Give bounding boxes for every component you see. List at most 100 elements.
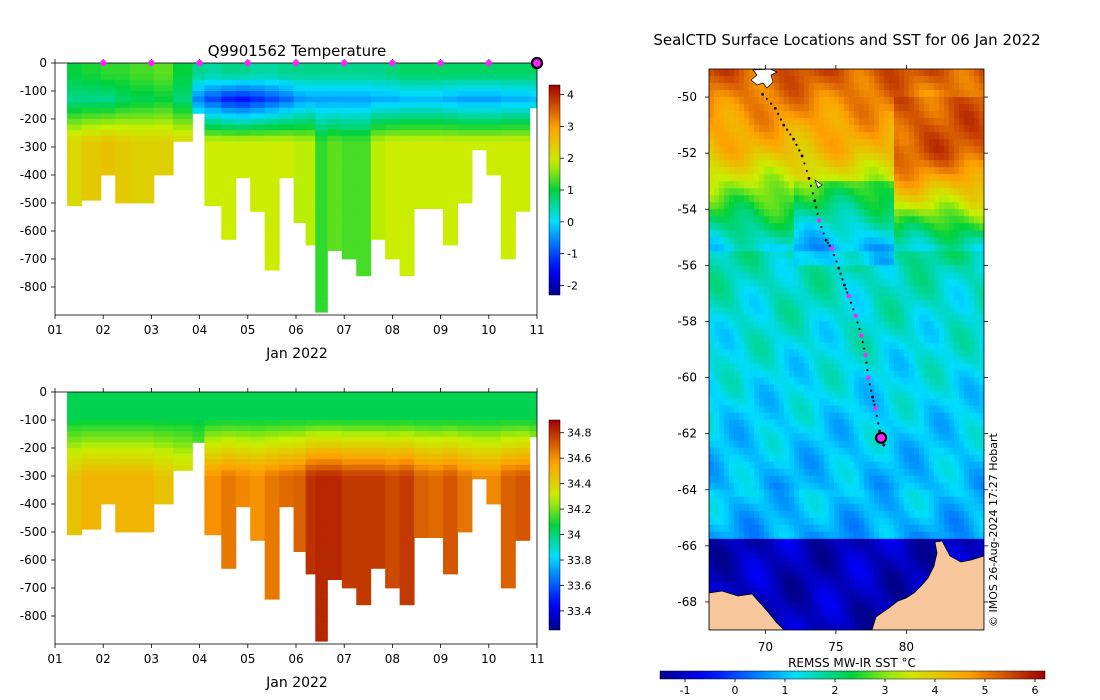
sst-cell [939, 195, 945, 203]
sst-cell [904, 328, 910, 336]
sst-cell [834, 307, 840, 315]
sst-cell [774, 454, 780, 463]
salinity-cell [500, 548, 516, 555]
sst-cell [964, 209, 970, 217]
sst-cell [739, 174, 745, 182]
sst-cell [944, 244, 950, 252]
sst-cell [804, 370, 810, 378]
sst-cell [884, 272, 890, 280]
salinity-cell [264, 425, 280, 432]
temperature-cell [221, 68, 237, 75]
sst-cell [784, 118, 790, 126]
sst-cell [894, 286, 900, 294]
sst-cell [759, 216, 765, 224]
sst-cell [834, 433, 840, 442]
sst-cell [784, 356, 790, 364]
salinity-cell [443, 481, 458, 488]
salinity-cell [341, 476, 357, 482]
sst-cell [874, 244, 880, 252]
temperature-cell [305, 119, 316, 125]
sst-cell [854, 300, 860, 308]
sst-cell [714, 370, 720, 378]
sst-cell [779, 314, 785, 322]
sst-cell [954, 328, 960, 336]
sst-cell [969, 272, 975, 280]
sst-cell [754, 209, 760, 217]
sst-cell [774, 139, 780, 147]
sst-cell [979, 90, 984, 98]
sst-cell [859, 419, 865, 428]
sst-cell [839, 461, 845, 470]
salinity-cell [305, 515, 316, 522]
salinity-cell [81, 520, 102, 527]
sst-cell [954, 111, 960, 119]
salinity-cell [428, 515, 444, 522]
sst-cell [959, 454, 965, 463]
salinity-cell [356, 425, 372, 432]
sst-cell [929, 370, 935, 378]
sst-cell [739, 412, 745, 421]
sst-cell [744, 251, 750, 259]
salinity-cell [385, 408, 401, 415]
sst-cell [784, 314, 790, 322]
temperature-cell [153, 130, 174, 137]
temperature-cell [264, 68, 280, 75]
salinity-cell [81, 403, 102, 410]
temperature-cell [341, 186, 357, 193]
sst-cell [844, 342, 850, 350]
sst-cell [919, 132, 925, 140]
temperature-cell [235, 107, 251, 114]
sst-cell [879, 97, 885, 105]
sst-cell [874, 97, 880, 105]
sst-cell [759, 83, 765, 91]
salinity-cell [67, 392, 83, 398]
sst-cell [754, 356, 760, 364]
temperature-cell [471, 63, 487, 69]
sst-cell [954, 426, 960, 435]
sst-cell [719, 447, 725, 456]
sst-cell [944, 167, 950, 175]
sst-cell [844, 195, 850, 203]
salinity-cell [385, 392, 401, 398]
sst-cell [814, 97, 820, 105]
sst-cell [834, 398, 840, 406]
temperature-cell [356, 270, 372, 277]
sst-cell [749, 412, 755, 421]
temperature-cell [293, 119, 307, 125]
sst-cell [959, 223, 965, 231]
temperature-cell [192, 79, 205, 86]
salinity-cell [471, 425, 487, 432]
temperature-cell [500, 102, 516, 109]
sst-cell [834, 223, 840, 231]
sst-cell [729, 314, 735, 322]
sst-cell [889, 349, 895, 357]
salinity-cell [115, 476, 131, 482]
temperature-cell [221, 96, 237, 103]
sst-cell [744, 349, 750, 357]
salinity-cell [500, 397, 516, 404]
sst-cell [919, 146, 925, 154]
sst-cell [789, 104, 795, 112]
sst-cell [849, 391, 855, 399]
sst-cell [954, 398, 960, 406]
temperature-cell [204, 63, 222, 69]
sst-cell [859, 370, 865, 378]
sst-cell [729, 426, 735, 435]
sst-cell [769, 181, 775, 189]
sst-cell [909, 209, 915, 217]
sst-cell [734, 363, 740, 371]
salinity-xlabel: Jan 2022 [265, 675, 328, 691]
sst-cell [904, 97, 910, 105]
salinity-cell [443, 408, 458, 415]
salinity-cell [399, 504, 415, 510]
sst-cell [769, 454, 775, 463]
sst-cell [859, 286, 865, 294]
sst-cell [834, 384, 840, 392]
sst-cell [899, 321, 905, 329]
temperature-cell [385, 208, 401, 215]
sst-cell [734, 349, 740, 357]
sst-cell [949, 237, 955, 245]
salinity-cell [153, 481, 174, 488]
temperature-cell [443, 214, 458, 221]
temperature-cell [81, 130, 102, 137]
